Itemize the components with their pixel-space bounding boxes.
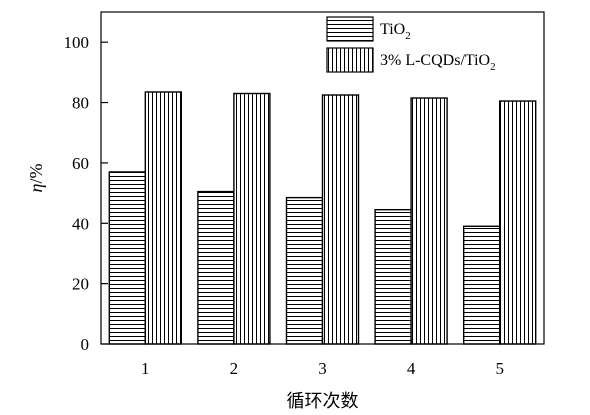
bar-tio2-cycle-2: [197, 190, 235, 345]
bar-3-l-cqds-tio2-cycle-4: [410, 97, 448, 345]
y-tick-label-20: 20: [72, 275, 89, 294]
legend-label-tio2-main: TiO: [380, 21, 405, 38]
legend-label-tio2-subscript: 2: [405, 30, 411, 42]
bar-3-l-cqds-tio2-cycle-1: [144, 91, 183, 345]
x-axis-title: 循环次数: [287, 391, 359, 411]
y-axis-title-symbol: η: [26, 183, 46, 192]
y-tick-label-80: 80: [72, 94, 89, 113]
bar-3-l-cqds-tio2-cycle-3: [321, 94, 360, 345]
y-axis: 0 20 40 60 80 100: [64, 33, 108, 354]
bar-tio2-cycle-3: [285, 196, 324, 345]
y-tick-label-100: 100: [64, 33, 90, 52]
y-tick-label-0: 0: [81, 335, 90, 354]
y-tick-label-40: 40: [72, 214, 89, 233]
bars-group: [108, 91, 537, 345]
legend-swatch-l-cqds-tio2: [326, 47, 374, 73]
bar-tio2-cycle-4: [374, 208, 412, 345]
x-axis: 1 2 3 4 5: [141, 338, 504, 378]
bar-tio2-cycle-5: [463, 225, 501, 345]
legend-label-l-cqds-tio2: 3% L-CQDs/TiO2: [380, 52, 496, 73]
x-tick-label-1: 1: [141, 359, 150, 378]
bar-tio2-cycle-1: [108, 171, 147, 345]
y-axis-title: η/%: [26, 164, 46, 193]
x-tick-label-5: 5: [495, 359, 504, 378]
legend-label-l-cqds-tio2-subscript: 2: [490, 61, 496, 73]
x-tick-label-3: 3: [318, 359, 327, 378]
y-axis-title-unit: /%: [26, 164, 46, 184]
bar-3-l-cqds-tio2-cycle-5: [499, 100, 537, 345]
y-tick-label-60: 60: [72, 154, 89, 173]
x-tick-label-2: 2: [230, 359, 239, 378]
x-tick-label-4: 4: [407, 359, 416, 378]
legend: TiO2 3% L-CQDs/TiO2: [326, 16, 496, 73]
bar-3-l-cqds-tio2-cycle-2: [233, 92, 271, 345]
legend-label-l-cqds-tio2-main: 3% L-CQDs/TiO: [380, 52, 490, 69]
legend-swatch-tio2: [326, 16, 374, 42]
legend-label-tio2: TiO2: [380, 21, 411, 42]
